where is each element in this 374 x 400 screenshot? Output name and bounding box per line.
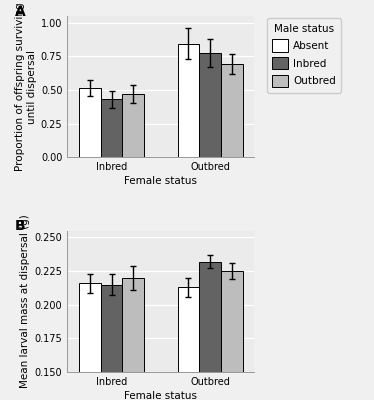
Text: A: A [15,5,26,19]
Bar [221,64,242,157]
Bar [101,284,122,400]
Text: B: B [15,220,25,234]
Y-axis label: Proportion of offspring surviving
until dispersal: Proportion of offspring surviving until … [15,2,37,171]
X-axis label: Female status: Female status [124,176,197,186]
Bar [101,100,122,157]
Bar [122,94,144,157]
Bar [178,44,199,157]
Bar [178,287,199,400]
Bar [79,88,101,157]
Bar [122,278,144,400]
Y-axis label: Mean larval mass at dispersal (g): Mean larval mass at dispersal (g) [21,214,30,388]
Bar [221,271,242,400]
Bar [199,262,221,400]
Legend: Absent, Inbred, Outbred: Absent, Inbred, Outbred [267,18,341,92]
Bar [199,53,221,157]
Bar [79,283,101,400]
X-axis label: Female status: Female status [124,391,197,400]
